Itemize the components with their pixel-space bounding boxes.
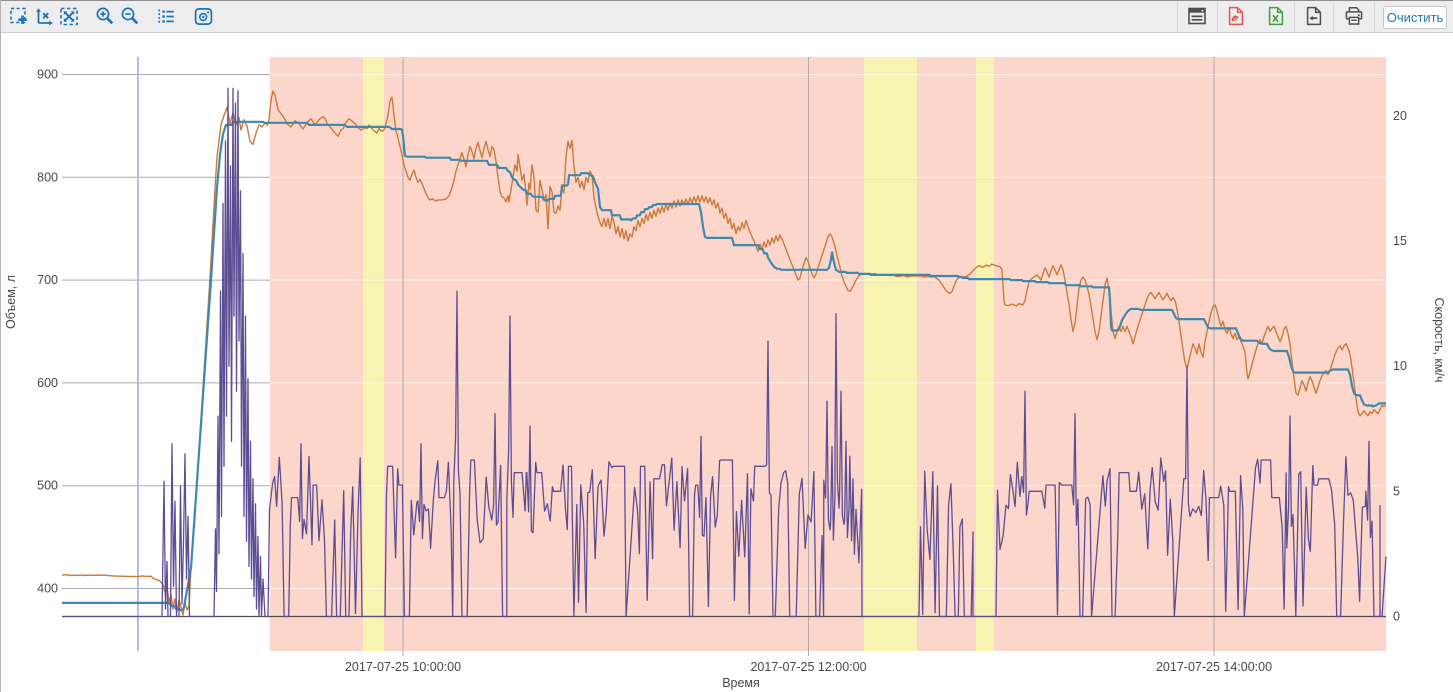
snapshot-button[interactable]: [191, 5, 215, 31]
toolbar-separator: [1294, 2, 1295, 33]
export-file-icon: [1303, 5, 1325, 30]
report-window-button[interactable]: [1185, 5, 1209, 31]
toolbar-right-group: Очистить: [1177, 2, 1453, 33]
zoom-reset-button[interactable]: [57, 5, 81, 31]
y-axis-right-title: Скорость, км/ч: [1432, 298, 1446, 383]
x-tick-label: 2017-07-25 10:00:00: [345, 660, 461, 674]
zoom-box-button[interactable]: [7, 5, 31, 31]
y-left-tick-label: 500: [37, 479, 58, 493]
legend-list-icon: [156, 6, 177, 30]
stop-interval-band: [975, 57, 995, 651]
zoom-x-axis-button[interactable]: [32, 5, 56, 31]
print-button[interactable]: [1342, 5, 1366, 31]
y-left-tick-label: 900: [37, 67, 58, 81]
chart-area[interactable]: 400 500 600 700 800 900 0 5 10 15 20 2017-07-25 10:…: [1, 33, 1453, 692]
x-tick-label: 2017-07-25 14:00:00: [1156, 660, 1272, 674]
report-window-icon: [1186, 5, 1208, 30]
x-tick-label: 2017-07-25 12:00:00: [750, 660, 866, 674]
export-file-button[interactable]: [1302, 5, 1326, 31]
stop-interval-band: [863, 57, 917, 651]
chart-toolbar: Очистить: [1, 0, 1453, 33]
x-axis-title: Время: [722, 676, 760, 690]
toolbar-separator: [1333, 2, 1334, 33]
zoom-box-icon: [9, 6, 30, 30]
fuel-speed-chart[interactable]: 400 500 600 700 800 900 0 5 10 15 20 2017-07-25 10:…: [1, 33, 1453, 692]
export-excel-button[interactable]: [1264, 5, 1288, 31]
clear-button[interactable]: Очистить: [1383, 6, 1447, 29]
y-left-tick-label: 400: [37, 581, 58, 595]
speed-line: [62, 87, 1387, 618]
y-right-tick-label: 5: [1393, 484, 1400, 498]
movement-interval-band: [383, 57, 864, 651]
y-right-tick-label: 20: [1393, 109, 1407, 123]
toolbar-left-group: [1, 2, 215, 33]
y-left-tick-label: 600: [37, 376, 58, 390]
snapshot-icon: [193, 6, 214, 30]
y-right-tick-label: 10: [1393, 359, 1407, 373]
export-pdf-button[interactable]: [1224, 5, 1248, 31]
zoom-in-button[interactable]: [93, 5, 117, 31]
y-right-tick-label: 15: [1393, 234, 1407, 248]
y-axis-left-title: Объем, л: [4, 275, 18, 329]
zoom-reset-icon: [59, 6, 80, 30]
zoom-out-button[interactable]: [118, 5, 142, 31]
y-right-tick-label: 0: [1393, 610, 1400, 624]
volume-raw-line: [61, 90, 1387, 616]
zoom-x-axis-icon: [34, 6, 55, 30]
print-icon: [1343, 5, 1365, 30]
export-excel-icon: [1265, 5, 1287, 30]
toolbar-separator: [1217, 2, 1218, 33]
zoom-out-icon: [120, 6, 141, 30]
stop-interval-band: [362, 57, 384, 651]
volume-filtered-line: [62, 120, 1386, 612]
legend-toggle-button[interactable]: [154, 5, 178, 31]
export-pdf-icon: [1225, 5, 1247, 30]
zoom-in-icon: [95, 6, 116, 30]
y-left-tick-label: 700: [37, 273, 58, 287]
movement-interval-band: [270, 57, 363, 651]
movement-interval-band: [916, 57, 976, 651]
toolbar-separator: [1177, 2, 1178, 33]
y-left-tick-label: 800: [37, 170, 58, 184]
toolbar-separator: [1374, 2, 1375, 33]
